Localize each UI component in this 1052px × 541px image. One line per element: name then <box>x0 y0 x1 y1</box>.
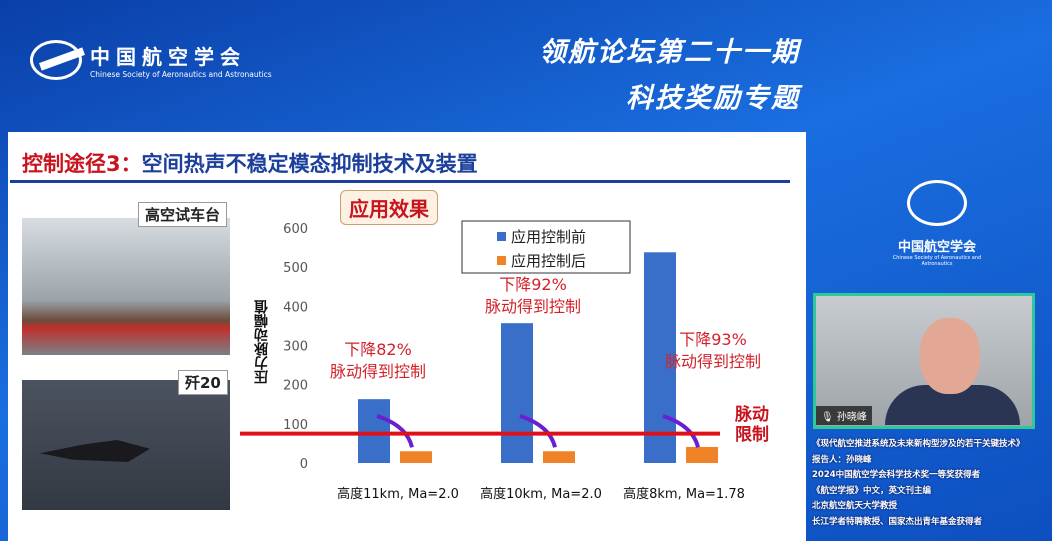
bar-after <box>543 451 575 463</box>
sidebar-logo: 中国航空学会 Chinese Society of Aeronautics an… <box>882 180 992 267</box>
test-facility-photo <box>22 218 230 355</box>
title-main: 空间热声不稳定模态抑制技术及装置 <box>141 152 478 176</box>
org-name-cn: 中国航空学会 <box>90 45 246 69</box>
limit-label: 脉动 限制 <box>735 405 769 445</box>
title-prefix: 控制途径3： <box>22 152 142 176</box>
y-tick-label: 0 <box>300 457 308 472</box>
award-line: 2024中国航空学会科学技术奖一等奖获得者 <box>812 470 981 480</box>
arrow-icon <box>376 414 414 448</box>
plane-logo-icon <box>30 40 82 80</box>
annotation-controlled: 脉动得到控制 <box>485 297 581 316</box>
photo1-label: 高空试车台 <box>138 202 228 227</box>
annotation-controlled: 脉动得到控制 <box>665 352 760 371</box>
y-tick-label: 500 <box>283 261 308 276</box>
title-divider <box>10 180 790 183</box>
legend-swatch <box>497 256 506 265</box>
y-tick-label: 100 <box>283 418 308 433</box>
plane-logo-icon <box>907 180 967 226</box>
limit-label-line1: 脉动 <box>735 405 769 425</box>
y-tick-label: 200 <box>283 379 308 394</box>
arrow-icon <box>662 414 700 448</box>
editor-line: 《航空学报》中文，英文刊主编 <box>812 485 932 496</box>
event-subtitle: 科技奖励专题 <box>626 83 800 114</box>
bar-chart: 0 100 200 300 400 500 600 高度11km, Ma=2.0 高度10km,… <box>240 220 760 502</box>
slide-title: 控制途径3：空间热声不稳定模态抑制技术及装置 <box>22 148 478 178</box>
microphone-icon: 🎙 <box>821 412 834 423</box>
speaker-name: 孙晓峰 <box>836 412 867 423</box>
annotation-drop: 下降92% <box>499 275 567 294</box>
professor-line: 北京航空航天大学教授 <box>812 501 898 511</box>
photo2-label: 歼20 <box>178 370 228 395</box>
y-tick-label: 300 <box>283 340 308 355</box>
arrow-icon <box>519 414 557 448</box>
badge-apply-effect: 应用效果 <box>340 190 438 225</box>
org-logo: 中国航空学会 Chinese Society of Aeronautics an… <box>30 40 272 80</box>
bar-before <box>501 323 533 463</box>
speaker-nametag: 🎙 孙晓峰 <box>816 406 872 425</box>
annotation-drop: 下降82% <box>344 340 412 359</box>
talk-title: 《现代航空推进系统及未来新构型涉及的若干关键技术》 <box>812 439 1025 449</box>
legend-swatch <box>497 232 506 241</box>
sidebar-org-cn: 中国航空学会 <box>897 240 976 255</box>
x-tick-label: 高度10km, Ma=2.0 <box>480 486 602 502</box>
limit-label-line2: 限制 <box>735 425 769 445</box>
annotation-drop: 下降93% <box>679 330 747 349</box>
sidebar-org-en: Chinese Society of Aeronautics and Astro… <box>892 255 982 267</box>
x-tick-label: 高度8km, Ma=1.78 <box>623 486 745 502</box>
x-tick-label: 高度11km, Ma=2.0 <box>337 486 459 502</box>
bar-before <box>644 252 676 463</box>
y-tick-label: 600 <box>283 222 308 237</box>
legend-label: 应用控制后 <box>511 252 586 270</box>
event-title: 领航论坛第二十一期 <box>539 37 800 68</box>
legend-box <box>461 220 631 274</box>
legend-label: 应用控制前 <box>511 228 586 246</box>
scholar-line: 长江学者特聘教授、国家杰出青年基金获得者 <box>812 516 983 527</box>
org-name-en: Chinese Society of Aeronautics and Astro… <box>90 70 272 79</box>
bar-after <box>686 446 718 463</box>
annotation-controlled: 脉动得到控制 <box>330 362 426 381</box>
bar-before <box>358 399 390 463</box>
speaker-info: 《现代航空推进系统及未来新构型涉及的若干关键技术》 报告人：孙晓峰 2024中国… <box>812 437 1025 530</box>
speaker-face <box>920 318 980 394</box>
speaker-line: 报告人：孙晓峰 <box>812 454 872 465</box>
bar-after <box>400 451 432 463</box>
y-tick-label: 400 <box>283 300 308 315</box>
